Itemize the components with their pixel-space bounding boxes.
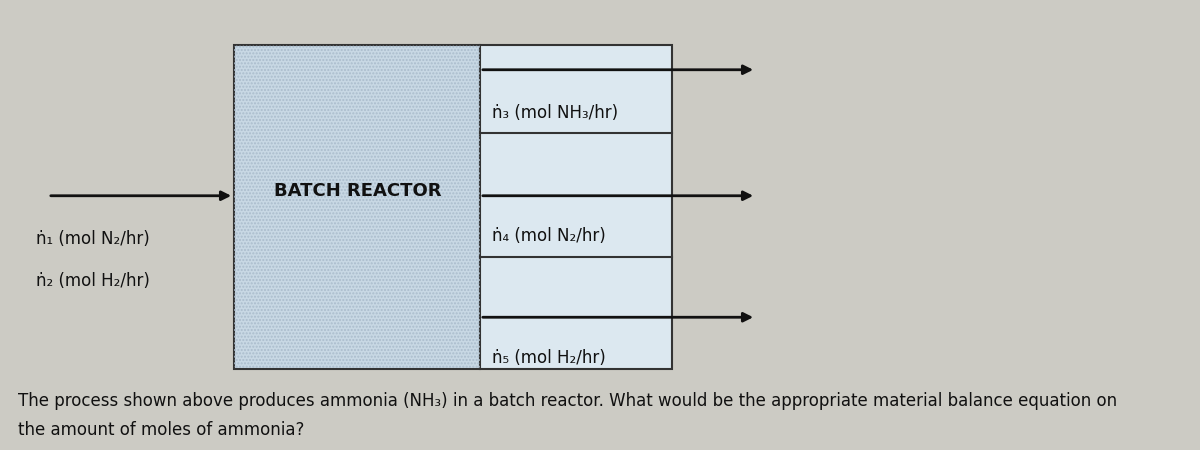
- Text: The process shown above produces ammonia (NH₃) in a batch reactor. What would be: The process shown above produces ammonia…: [18, 392, 1117, 439]
- Text: ṅ₅ (mol H₂/hr): ṅ₅ (mol H₂/hr): [492, 349, 606, 367]
- Bar: [234, 45, 480, 369]
- Text: ṅ₂ (mol H₂/hr): ṅ₂ (mol H₂/hr): [36, 272, 150, 290]
- Text: ṅ₃ (mol NH₃/hr): ṅ₃ (mol NH₃/hr): [492, 104, 618, 122]
- Text: ṅ₁ (mol N₂/hr): ṅ₁ (mol N₂/hr): [36, 230, 150, 248]
- Bar: [234, 45, 480, 369]
- Text: ṅ₄ (mol N₂/hr): ṅ₄ (mol N₂/hr): [492, 227, 606, 245]
- Text: BATCH REACTOR: BATCH REACTOR: [274, 182, 442, 200]
- Bar: [480, 45, 672, 369]
